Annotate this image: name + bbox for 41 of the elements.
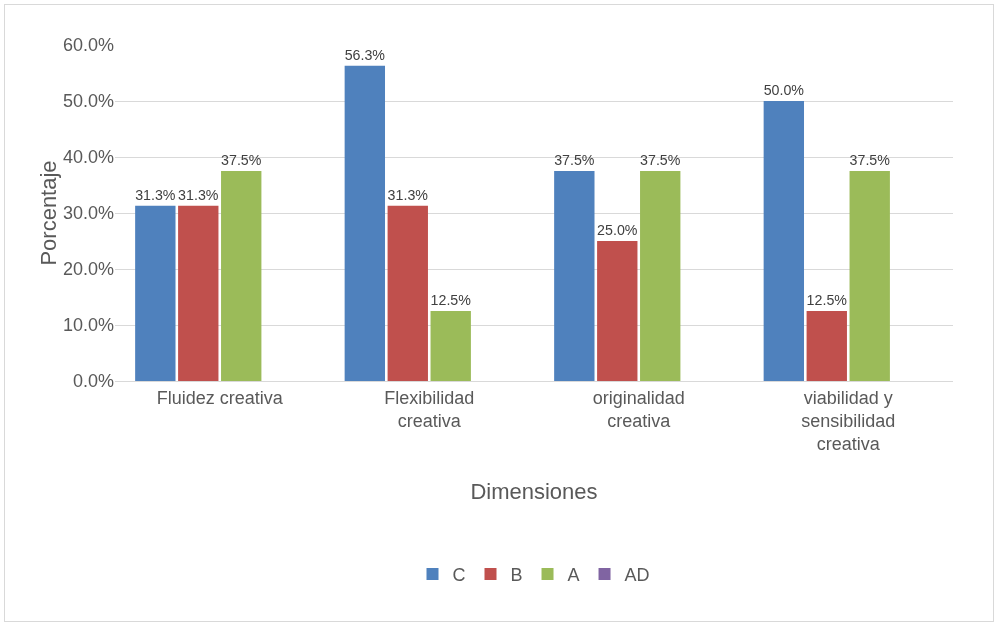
y-tick-label: 50.0% [62,91,114,112]
y-tick-label: 60.0% [62,35,114,56]
data-label: 31.3% [135,187,176,204]
x-tick-label: originalidad creativa [592,387,685,431]
bar [387,205,428,381]
data-label: 50.0% [763,82,805,99]
legend-label: C [452,564,466,585]
y-tick-label: 40.0% [62,147,114,168]
data-label: 12.5% [806,292,848,309]
bar [135,205,176,381]
data-label: 37.5% [221,152,262,169]
x-tick-label: viabilidad y sensibilidad creativa [801,387,896,455]
legend-label: AD [624,564,650,585]
bar [806,311,847,381]
y-tick-label: 0.0% [72,371,114,392]
x-axis-title: Dimensiones [470,479,598,505]
bar [763,101,805,381]
y-axis-title: Porcentaje [35,160,61,266]
legend-label: B [510,564,523,585]
bar [178,205,219,381]
y-tick-label: 20.0% [62,259,114,280]
bar [430,311,471,381]
data-label: 37.5% [554,152,595,169]
data-label: 31.3% [387,187,429,204]
data-label: 25.0% [597,222,638,239]
data-label: 37.5% [640,152,681,169]
y-tick-label: 10.0% [62,315,114,336]
x-tick-label: Flexibilidad creativa [384,387,475,431]
data-label: 31.3% [178,187,219,204]
bar [221,171,262,381]
bar [344,65,386,381]
legend-label: A [567,564,580,585]
bar [640,171,681,381]
data-label: 37.5% [849,152,891,169]
bar [597,241,638,381]
x-tick-label: Fluidez creativa [156,387,284,408]
data-label: 12.5% [430,292,472,309]
data-label: 56.3% [344,47,386,64]
bar [849,171,890,381]
bar [554,171,595,381]
y-tick-label: 30.0% [62,203,114,224]
